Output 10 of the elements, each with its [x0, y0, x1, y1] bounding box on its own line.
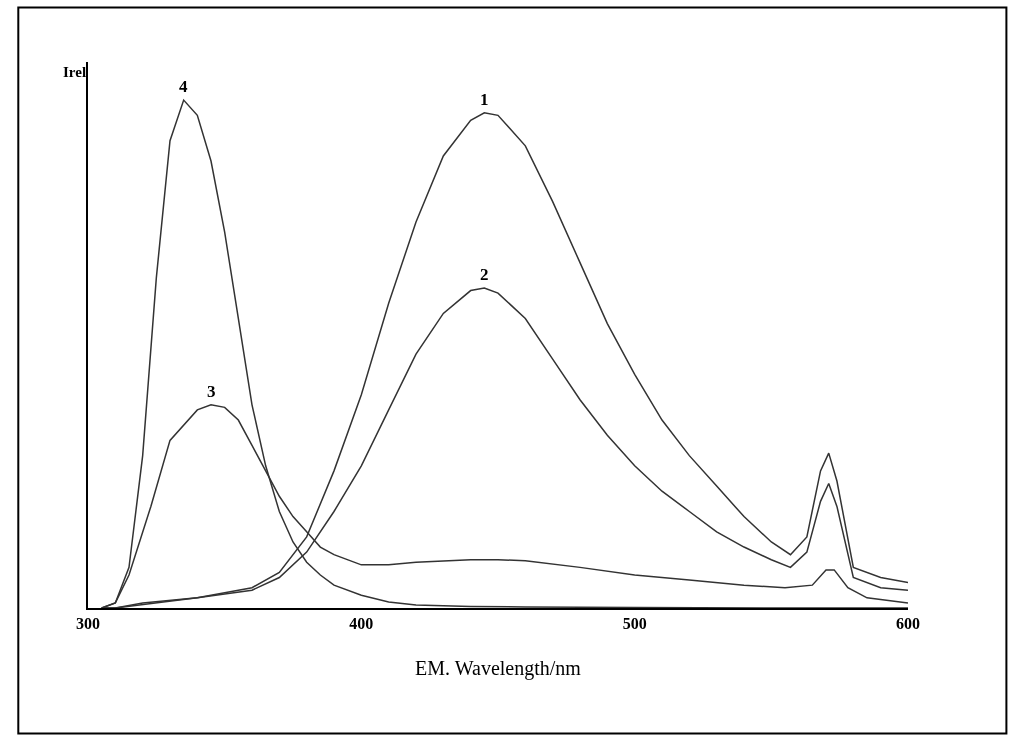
series-label: 1 [480, 90, 489, 109]
x-tick-label: 600 [896, 615, 920, 633]
y-axis-title: Irel [63, 64, 87, 80]
x-tick-label: 500 [622, 615, 647, 633]
x-axis-title: EM. Wavelength/nm [415, 657, 582, 681]
series-label: 2 [480, 265, 489, 284]
series-label: 3 [207, 382, 216, 401]
series-label: 4 [179, 77, 188, 96]
x-tick-label: 400 [349, 615, 374, 633]
x-tick-label: 300 [76, 615, 100, 633]
